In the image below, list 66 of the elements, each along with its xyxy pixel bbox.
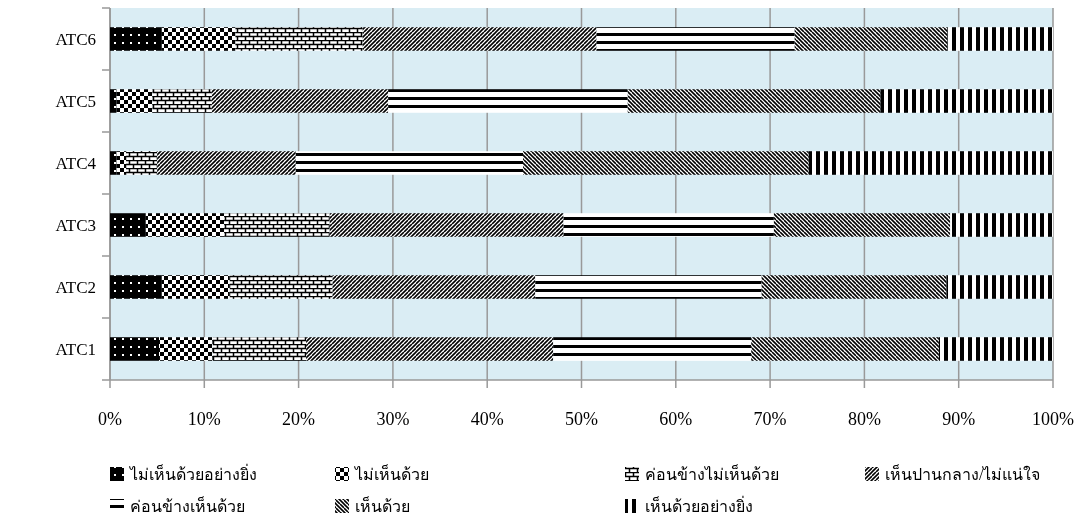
x-tick-label: 50% xyxy=(565,409,598,429)
bar xyxy=(627,89,881,113)
x-tick-label: 70% xyxy=(753,409,787,429)
bar xyxy=(295,151,524,175)
bar xyxy=(808,151,1053,175)
bar xyxy=(235,27,363,51)
bar xyxy=(523,151,809,175)
bar xyxy=(159,337,213,361)
bar xyxy=(563,213,774,237)
bar xyxy=(947,27,1053,51)
bar xyxy=(596,27,795,51)
bar xyxy=(110,275,162,299)
bar xyxy=(224,213,330,237)
bar xyxy=(751,337,939,361)
bar xyxy=(110,337,160,361)
bar xyxy=(116,89,153,113)
bar xyxy=(329,213,564,237)
bar xyxy=(110,89,117,113)
bar xyxy=(211,89,389,113)
y-tick-label: ATC6 xyxy=(55,30,96,49)
bar xyxy=(145,213,225,237)
bar xyxy=(362,27,597,51)
bar xyxy=(306,337,554,361)
x-tick-label: 30% xyxy=(376,409,410,429)
legend-label: ค่อนข้างเห็นด้วย xyxy=(130,496,245,515)
bar xyxy=(535,275,762,299)
bar xyxy=(152,89,212,113)
bar xyxy=(880,89,1053,113)
legend-label: ค่อนข้างไม่เห็นด้วย xyxy=(645,464,779,483)
bar xyxy=(229,275,333,299)
x-tick-label: 60% xyxy=(659,409,693,429)
bar xyxy=(110,151,117,175)
x-tick-label: 10% xyxy=(187,409,221,429)
x-tick-label: 40% xyxy=(470,409,504,429)
bar xyxy=(161,275,230,299)
bar xyxy=(946,275,1053,299)
x-tick-label: 20% xyxy=(282,409,316,429)
bar xyxy=(553,337,752,361)
legend-label: เห็นปานกลาง/ไม่แน่ใจ xyxy=(885,464,1041,483)
bar xyxy=(161,27,236,51)
bar xyxy=(116,151,127,175)
bar xyxy=(212,337,307,361)
y-tick-label: ATC1 xyxy=(55,340,96,359)
bar xyxy=(126,151,158,175)
x-tick-label: 0% xyxy=(98,409,122,429)
bar xyxy=(110,213,146,237)
legend-label: เห็นด้วยอย่างยิ่ง xyxy=(645,495,753,515)
legend-label: เห็นด้วย xyxy=(355,496,410,515)
x-tick-label: 100% xyxy=(1032,409,1074,429)
y-tick-label: ATC2 xyxy=(55,278,96,297)
bar xyxy=(110,27,162,51)
bar xyxy=(761,275,947,299)
bar xyxy=(950,213,1053,237)
bar xyxy=(157,151,296,175)
bar xyxy=(794,27,948,51)
legend-label: ไม่เห็นด้วย xyxy=(353,464,429,483)
y-tick-label: ATC4 xyxy=(55,154,97,173)
y-tick-label: ATC3 xyxy=(55,216,96,235)
bar xyxy=(773,213,951,237)
x-tick-label: 80% xyxy=(847,409,881,429)
bar xyxy=(332,275,536,299)
x-tick-label: 90% xyxy=(942,409,976,429)
legend-label: ไม่เห็นด้วยอย่างยิ่ง xyxy=(128,463,257,483)
y-tick-label: ATC5 xyxy=(55,92,96,111)
bar xyxy=(388,89,628,113)
bar xyxy=(938,337,1053,361)
